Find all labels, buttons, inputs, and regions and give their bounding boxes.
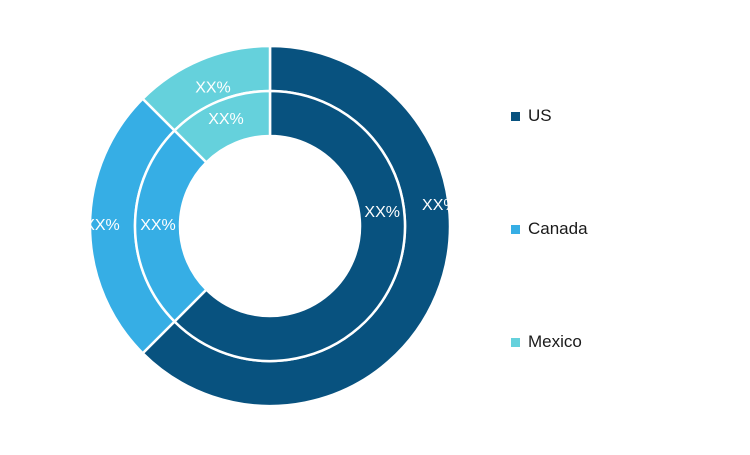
inner-slice-us — [172, 89, 407, 363]
outer-ring — [88, 44, 452, 408]
legend-swatch-us — [511, 111, 520, 121]
slice-labels: XX% XX% XX% XX% XX% XX% — [84, 80, 457, 235]
legend-label-canada: Canada — [528, 219, 588, 238]
outer-label-us: XX% — [422, 197, 458, 214]
inner-label-canada: XX% — [140, 217, 176, 234]
inner-label-mexico: XX% — [208, 111, 244, 128]
outer-label-mexico: XX% — [195, 80, 231, 97]
inner-ring — [133, 89, 407, 363]
legend-item-mexico: Mexico — [511, 330, 582, 354]
legend-label-us: US — [528, 106, 552, 125]
inner-label-us: XX% — [364, 204, 400, 221]
outer-label-canada: XX% — [84, 217, 120, 234]
legend-item-us: US — [511, 104, 552, 128]
inner-slice-mexico — [172, 89, 272, 165]
legend-swatch-mexico — [511, 337, 520, 347]
legend-item-canada: Canada — [511, 217, 588, 241]
legend-label-mexico: Mexico — [528, 332, 582, 351]
legend-swatch-canada — [511, 224, 520, 234]
legend: US Canada Mexico — [511, 0, 731, 450]
